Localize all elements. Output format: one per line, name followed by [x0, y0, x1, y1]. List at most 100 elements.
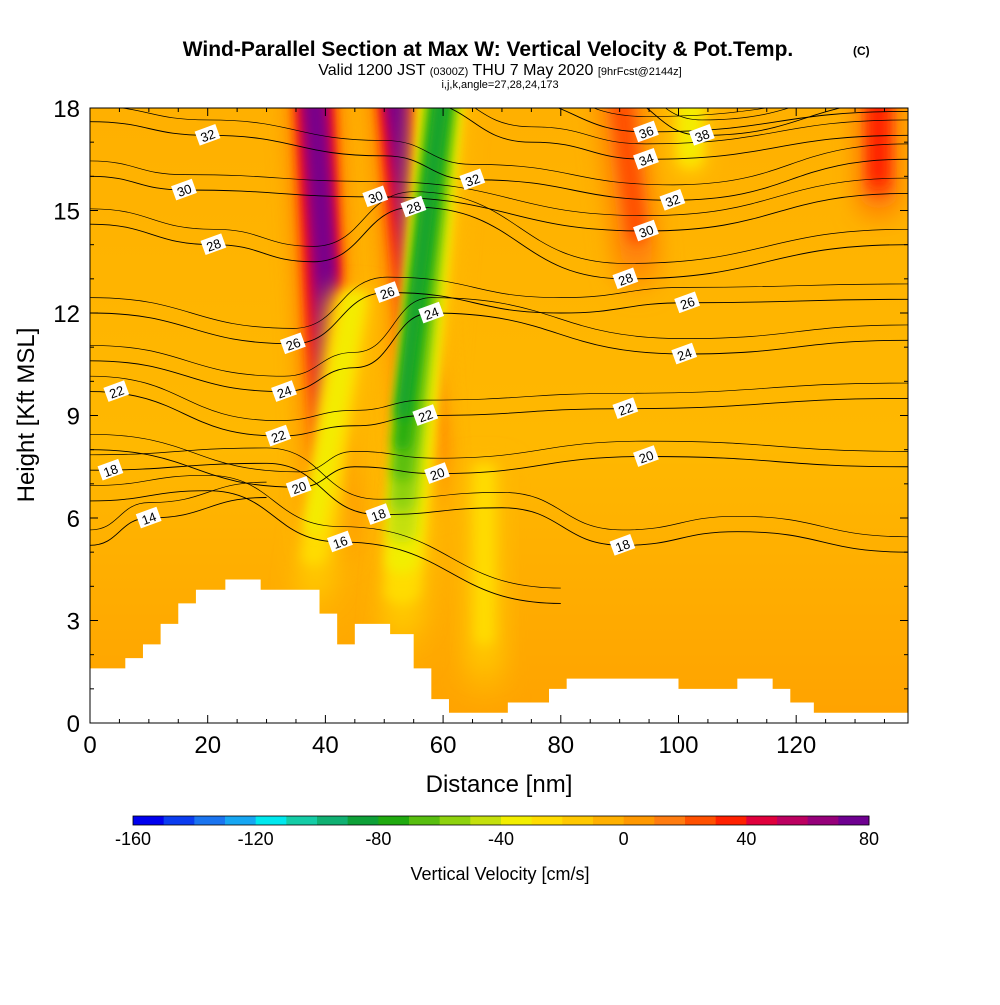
theta-label-box	[412, 404, 439, 426]
colorbar: -160 -120 -80 -40 0 40 80	[115, 815, 879, 849]
theta-contour-34	[448, 108, 908, 160]
x-tick-label: 100	[658, 732, 698, 759]
theta-contour-38	[645, 108, 843, 136]
subtitle-date: THU 7 May 2020	[472, 62, 593, 79]
theta-label-box	[265, 424, 292, 447]
colorbar-swatch	[562, 816, 594, 825]
y-tick-label: 12	[53, 301, 80, 328]
theta-label: 18	[609, 534, 636, 556]
theta-label: 20	[633, 445, 659, 467]
colorbar-swatch	[501, 816, 533, 825]
theta-label-text: 26	[378, 283, 397, 302]
theta-label-box	[609, 534, 636, 556]
theta-label-box	[362, 185, 389, 208]
y-tick-label: 6	[67, 506, 80, 533]
colorbar-swatch	[623, 816, 655, 825]
colorbar-label: Vertical Velocity [cm/s]	[410, 864, 589, 884]
theta-label-box	[374, 281, 400, 303]
colorbar-swatch	[378, 816, 410, 825]
colorbar-tick-label: 0	[619, 829, 629, 849]
theta-label-text: 20	[290, 478, 309, 497]
theta-label-box	[659, 188, 686, 211]
theta-label: 32	[194, 124, 221, 146]
colorbar-swatch	[685, 816, 717, 825]
theta-contour-18-half	[90, 447, 908, 538]
subtitle-utc-time: (0300Z)	[430, 66, 469, 78]
colorbar-swatch	[746, 816, 778, 825]
theta-label-box	[633, 147, 659, 170]
chart-index-line: i,j,k,angle=27,28,24,173	[441, 79, 558, 91]
theta-label: 28	[200, 233, 227, 256]
theta-label-text: 30	[366, 188, 385, 207]
theta-label-text: 22	[416, 406, 435, 425]
colorbar-swatch	[347, 816, 379, 825]
theta-contour-22-half	[90, 375, 908, 421]
theta-label-box	[674, 291, 701, 314]
y-tick-label: 9	[67, 404, 80, 431]
colorbar-swatch	[838, 816, 870, 825]
theta-label-text: 18	[613, 536, 632, 555]
x-tick-label: 60	[430, 732, 457, 759]
theta-contour-30-half	[90, 160, 908, 216]
colorbar-swatch	[470, 816, 502, 825]
theta-label: 22	[103, 380, 130, 402]
theta-contour-16-half	[90, 474, 561, 589]
theta-label-box	[633, 445, 659, 467]
theta-label: 30	[633, 219, 659, 242]
colorbar-tick-label: 40	[736, 829, 756, 849]
theta-label-text: 14	[140, 509, 159, 528]
theta-label-text: 28	[616, 270, 635, 289]
theta-contour-16	[90, 490, 561, 604]
colorbar-tick-label: -160	[115, 829, 151, 849]
theta-contour-32-half	[118, 108, 908, 186]
theta-label: 18	[365, 503, 392, 525]
theta-label-text: 20	[637, 447, 656, 466]
updraft-core-level	[869, 108, 888, 185]
theta-label: 26	[279, 332, 306, 355]
downdraft-core-level	[681, 108, 699, 161]
colorbar-swatch	[654, 816, 686, 825]
colorbar-tick-label: 80	[859, 829, 879, 849]
theta-label: 38	[688, 124, 715, 146]
x-axis-label: Distance [nm]	[426, 771, 573, 798]
subtitle-forecast: [9hrFcst@2144z]	[598, 66, 682, 78]
theta-contour-38-half	[664, 108, 791, 121]
theta-contour-20-half	[90, 433, 908, 473]
theta-label-text: 32	[463, 171, 482, 190]
theta-label-box	[633, 219, 659, 242]
x-tick-label: 20	[194, 732, 221, 759]
colorbar-swatch	[286, 816, 318, 825]
y-tick-label: 15	[53, 199, 80, 226]
colorbar-swatch	[409, 816, 441, 825]
theta-label-text: 26	[284, 335, 303, 354]
theta-label-box	[171, 178, 197, 201]
y-tick-label: 18	[53, 96, 80, 123]
theta-label: 34	[633, 147, 659, 170]
theta-label-box	[612, 397, 639, 420]
plot-area: 14 16 18 18 18 20 20 20 22 22 22 22 24 24 24 26 26 26 28 28…	[90, 108, 908, 723]
theta-label-box	[365, 503, 392, 525]
theta-label: 20	[424, 462, 450, 484]
theta-label: 14	[135, 506, 162, 529]
y-tick-label: 0	[67, 711, 80, 738]
theta-label-text: 28	[204, 236, 223, 255]
theta-label: 32	[659, 188, 686, 211]
theta-label: 18	[97, 458, 124, 481]
theta-label: 26	[374, 281, 400, 303]
colorbar-swatch	[807, 816, 839, 825]
colorbar-swatch	[439, 816, 471, 825]
theta-label-text: 16	[331, 533, 350, 552]
theta-label-box	[194, 124, 221, 146]
theta-label: 24	[418, 301, 445, 324]
colorbar-swatch	[715, 816, 747, 825]
colorbar-swatch	[777, 816, 809, 825]
theta-label-box	[327, 530, 353, 553]
theta-label-box	[285, 475, 312, 498]
theta-label-box	[135, 506, 162, 529]
x-tick-label: 120	[776, 732, 816, 759]
theta-label: 30	[171, 178, 197, 201]
colorbar-swatch	[194, 816, 226, 825]
theta-label-text: 38	[693, 126, 712, 145]
x-tick-label: 80	[547, 732, 574, 759]
colorbar-swatch	[255, 816, 287, 825]
